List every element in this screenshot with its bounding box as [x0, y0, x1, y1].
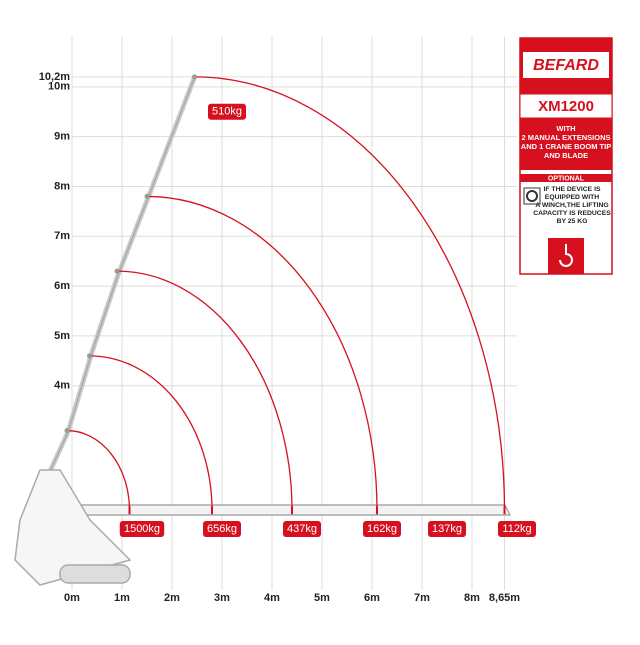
- reach-arc: [194, 76, 506, 511]
- y-tick-label: 10,2m: [39, 71, 70, 83]
- load-label-bg: [498, 521, 536, 537]
- reach-arc: [116, 270, 293, 511]
- load-label-bg: [203, 521, 241, 537]
- model: XM1200: [538, 98, 594, 115]
- boom-joint: [64, 428, 70, 434]
- text-line: IF THE DEVICE IS: [543, 186, 600, 193]
- load-label: 437kg: [283, 521, 321, 537]
- y-tick-label: 9m: [54, 131, 70, 143]
- text-line: BY 25 KG: [557, 218, 588, 225]
- optional: OPTIONAL: [548, 175, 585, 182]
- load-label-text: 510kg: [212, 106, 242, 118]
- boom-joint: [87, 353, 92, 359]
- text-line: 2 MANUAL EXTENSIONS: [521, 133, 610, 142]
- load-label-text: 437kg: [287, 523, 317, 535]
- load-label: 510kg: [208, 103, 246, 120]
- hook-icon: [548, 238, 584, 274]
- optional-bg: [520, 174, 612, 182]
- x-tick-label: 0m: [64, 592, 80, 604]
- hook-shape: [559, 244, 573, 267]
- text-line: AND BLADE: [544, 151, 588, 160]
- load-label-bg: [283, 521, 321, 537]
- note: IF THE DEVICE IS EQUIPPED WITH A WINCH,THE…: [533, 186, 611, 225]
- load-label-text: 1500kg: [124, 523, 160, 535]
- x-tick-label: 8,65m: [489, 592, 520, 604]
- reach-arc: [146, 195, 378, 511]
- load-label: 656kg: [203, 521, 241, 537]
- x-tick-label: 1m: [114, 592, 130, 604]
- x-tick-label: 4m: [264, 592, 280, 604]
- chassis: [14, 469, 132, 586]
- track: [59, 564, 131, 584]
- x-tick-label: 8m: [464, 592, 480, 604]
- load-label: 137kg: [428, 521, 466, 537]
- text-line: CAPACITY IS REDUCES: [533, 210, 611, 217]
- x-tick-label: 2m: [164, 592, 180, 604]
- load-label-text: 162kg: [367, 523, 397, 535]
- x-tick-label: 7m: [414, 592, 430, 604]
- winch-icon-drum: [526, 190, 538, 202]
- desc-bg: [520, 118, 612, 170]
- logo-box: [523, 52, 609, 78]
- brand: BEFARD: [533, 57, 599, 74]
- boom-joint: [144, 193, 150, 199]
- y-tick-label: 5m: [54, 330, 70, 342]
- boom-joint: [114, 268, 120, 274]
- reach-arc: [89, 355, 213, 511]
- text-line: A WINCH,THE LIFTING: [535, 202, 608, 209]
- boom-joint: [192, 74, 197, 80]
- load-label-text: 656kg: [207, 523, 237, 535]
- arm: [39, 504, 512, 516]
- y-tick-label: 4m: [54, 380, 70, 392]
- load-label: 162kg: [363, 521, 401, 537]
- load-label-bg: [208, 103, 246, 120]
- load-label-text: 112kg: [502, 523, 531, 535]
- y-tick-label: 7m: [54, 230, 70, 242]
- load-label-bg: [119, 521, 165, 537]
- reach-arc: [66, 429, 131, 511]
- text-line: AND 1 CRANE BOOM TIP: [521, 142, 611, 151]
- load-label-bg: [363, 521, 401, 537]
- x-tick-label: 6m: [364, 592, 380, 604]
- text-line: WITH: [556, 124, 575, 133]
- boom-edge: [29, 75, 196, 516]
- load-label: 112kg: [498, 521, 536, 537]
- load-label-bg: [428, 521, 466, 537]
- x-tick-label: 5m: [314, 592, 330, 604]
- x-tick-label: 3m: [214, 592, 230, 604]
- y-tick-label: 8m: [54, 180, 70, 192]
- model-box: [519, 93, 613, 119]
- crane: [14, 75, 512, 586]
- text-line: EQUIPPED WITH: [545, 194, 599, 201]
- panel: BEFARD XM1200 WITH 2 MANUAL EXTENSIONS AND…: [519, 37, 613, 275]
- description: WITH 2 MANUAL EXTENSIONS AND 1 CRANE BOOM …: [521, 124, 611, 160]
- load-label-text: 137kg: [432, 523, 462, 535]
- load-label: 1500kg: [119, 521, 165, 537]
- y-tick-label: 10m: [48, 81, 70, 93]
- y-tick-label: 6m: [54, 280, 70, 292]
